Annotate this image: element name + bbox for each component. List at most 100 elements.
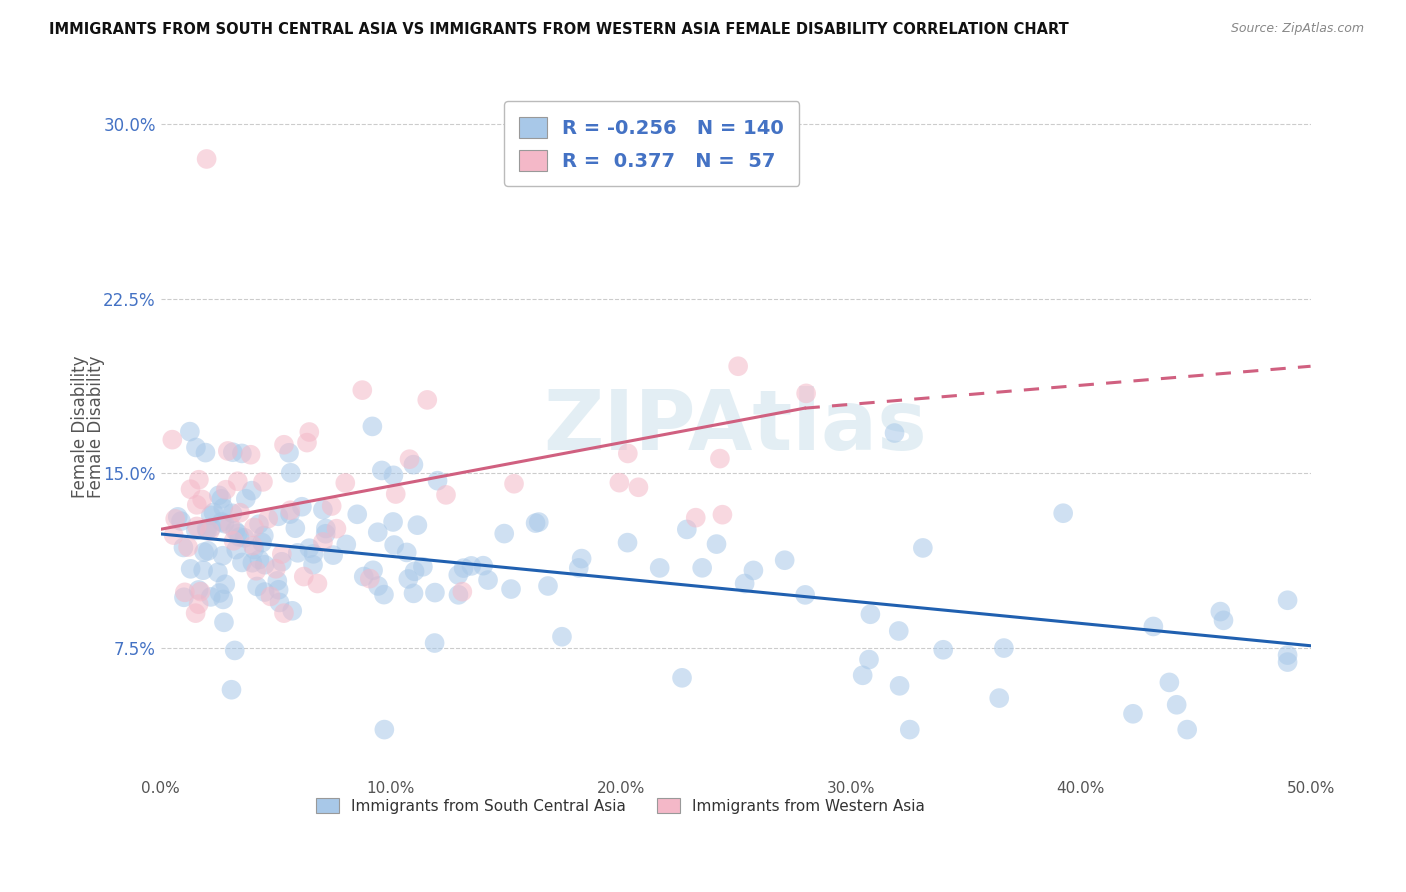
Point — [1277, 655, 1299, 669]
Point — [195, 152, 218, 166]
Point — [1159, 675, 1181, 690]
Point — [859, 607, 882, 622]
Point — [460, 558, 482, 573]
Point — [384, 487, 406, 501]
Point — [235, 491, 257, 506]
Text: IMMIGRANTS FROM SOUTH CENTRAL ASIA VS IMMIGRANTS FROM WESTERN ASIA FEMALE DISABI: IMMIGRANTS FROM SOUTH CENTRAL ASIA VS IM… — [49, 22, 1069, 37]
Point — [165, 512, 187, 526]
Point — [690, 561, 713, 575]
Point — [398, 452, 420, 467]
Point — [173, 585, 195, 599]
Point — [278, 446, 301, 460]
Point — [609, 475, 631, 490]
Legend: Immigrants from South Central Asia, Immigrants from Western Asia: Immigrants from South Central Asia, Immi… — [305, 787, 935, 824]
Point — [302, 558, 325, 572]
Point — [222, 445, 245, 459]
Point — [382, 538, 405, 552]
Point — [1209, 605, 1232, 619]
Point — [503, 476, 526, 491]
Point — [396, 572, 419, 586]
Point — [932, 642, 955, 657]
Point — [404, 564, 426, 578]
Point — [335, 475, 357, 490]
Point — [361, 419, 384, 434]
Point — [264, 562, 287, 576]
Point — [195, 524, 218, 538]
Point — [214, 516, 236, 531]
Point — [186, 519, 208, 533]
Point — [212, 592, 235, 607]
Point — [711, 508, 734, 522]
Point — [211, 549, 233, 563]
Point — [322, 548, 344, 562]
Point — [1142, 619, 1164, 633]
Point — [1166, 698, 1188, 712]
Point — [284, 521, 307, 535]
Point — [191, 492, 214, 507]
Y-axis label: Female Disability: Female Disability — [72, 356, 89, 498]
Point — [208, 586, 231, 600]
Point — [242, 539, 264, 553]
Point — [269, 595, 291, 609]
Point — [253, 558, 276, 572]
Point — [551, 630, 574, 644]
Point — [734, 576, 756, 591]
Point — [709, 451, 731, 466]
Point — [627, 480, 650, 494]
Point — [214, 577, 236, 591]
Point — [245, 564, 267, 578]
Point — [312, 502, 335, 516]
Point — [1052, 506, 1074, 520]
Point — [233, 531, 256, 545]
Point — [200, 590, 222, 604]
Point — [402, 586, 425, 600]
Text: ZIPAtlas: ZIPAtlas — [544, 386, 928, 467]
Point — [184, 441, 207, 455]
Point — [494, 526, 516, 541]
Point — [267, 582, 290, 597]
Point — [243, 542, 266, 557]
Point — [280, 503, 302, 517]
Point — [742, 563, 765, 577]
Point — [200, 520, 222, 534]
Point — [291, 500, 314, 514]
Point — [315, 526, 337, 541]
Point — [231, 556, 253, 570]
Point — [302, 547, 325, 561]
Point — [281, 604, 304, 618]
Point — [416, 392, 439, 407]
Point — [240, 483, 263, 498]
Point — [371, 463, 394, 477]
Point — [706, 537, 728, 551]
Point — [209, 491, 232, 506]
Point — [412, 559, 434, 574]
Point — [198, 524, 221, 538]
Point — [367, 579, 389, 593]
Point — [247, 517, 270, 532]
Point — [224, 643, 246, 657]
Point — [186, 498, 208, 512]
Point — [402, 458, 425, 472]
Point — [671, 671, 693, 685]
Point — [194, 445, 217, 459]
Point — [373, 723, 395, 737]
Point — [187, 473, 209, 487]
Text: Source: ZipAtlas.com: Source: ZipAtlas.com — [1230, 22, 1364, 36]
Point — [852, 668, 875, 682]
Point — [250, 535, 273, 549]
Point — [195, 522, 218, 536]
Point — [273, 438, 295, 452]
Point — [335, 537, 357, 551]
Point — [373, 588, 395, 602]
Point — [222, 533, 245, 548]
Point — [359, 572, 381, 586]
Point — [773, 553, 796, 567]
Point — [911, 541, 934, 555]
Point — [527, 515, 550, 529]
Point — [898, 723, 921, 737]
Point — [278, 507, 301, 521]
Point — [307, 576, 329, 591]
Point — [179, 425, 201, 439]
Point — [568, 561, 591, 575]
Point — [208, 488, 231, 502]
